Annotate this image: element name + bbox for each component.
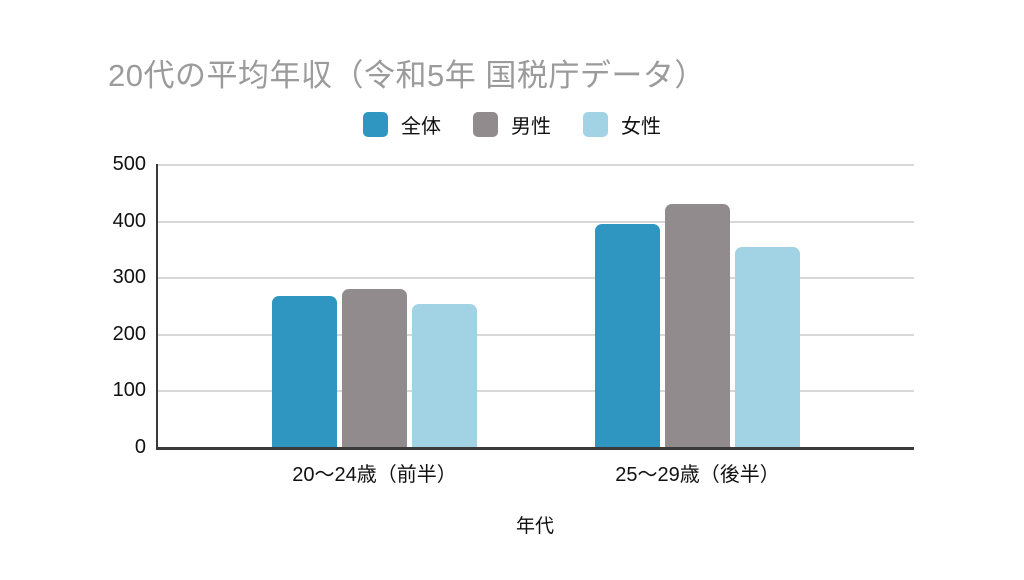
legend-label: 女性 [621, 116, 661, 138]
x-tick-label: 20〜24歳（前半） [292, 464, 457, 486]
bar [272, 295, 337, 447]
legend-swatch [583, 112, 608, 137]
y-tick-label: 100 [112, 379, 146, 402]
gridline [158, 277, 914, 280]
y-tick-label: 400 [112, 209, 146, 232]
bar [665, 204, 730, 447]
x-axis-title: 年代 [515, 516, 554, 537]
y-tick-label: 0 [134, 436, 146, 458]
gridline [158, 390, 914, 393]
bar-group: 25〜29歳（後半） [595, 164, 800, 486]
y-tick-label: 300 [112, 266, 146, 289]
plot-area: 0 100 200 300 400 500 20〜24歳（前半） 25〜29歳（後半） [113, 154, 914, 486]
y-tick-label: 500 [112, 153, 146, 175]
bar [342, 289, 407, 447]
x-tick-label: 25〜29歳（後半） [615, 464, 780, 486]
legend-item: 全体 [363, 110, 441, 139]
bar-group: 20〜24歳（前半） [272, 164, 477, 486]
gridline [158, 220, 914, 223]
gridline [158, 164, 914, 166]
y-tick-label: 200 [112, 322, 146, 345]
chart-title: 20代の平均年収（令和5年 国税庁データ） [108, 58, 706, 93]
legend-label: 全体 [401, 116, 441, 138]
chart-legend: 全体 男性 女性 [0, 110, 1024, 139]
legend-label: 男性 [511, 116, 551, 138]
legend-swatch [473, 112, 498, 137]
legend-swatch [363, 112, 388, 137]
bars-container: 20〜24歳（前半） 25〜29歳（後半） [158, 164, 914, 486]
legend-item: 女性 [583, 110, 661, 139]
bar [735, 247, 800, 447]
legend-item: 男性 [473, 110, 551, 139]
bar [412, 303, 477, 447]
gridline [158, 333, 914, 336]
bar [595, 224, 660, 447]
